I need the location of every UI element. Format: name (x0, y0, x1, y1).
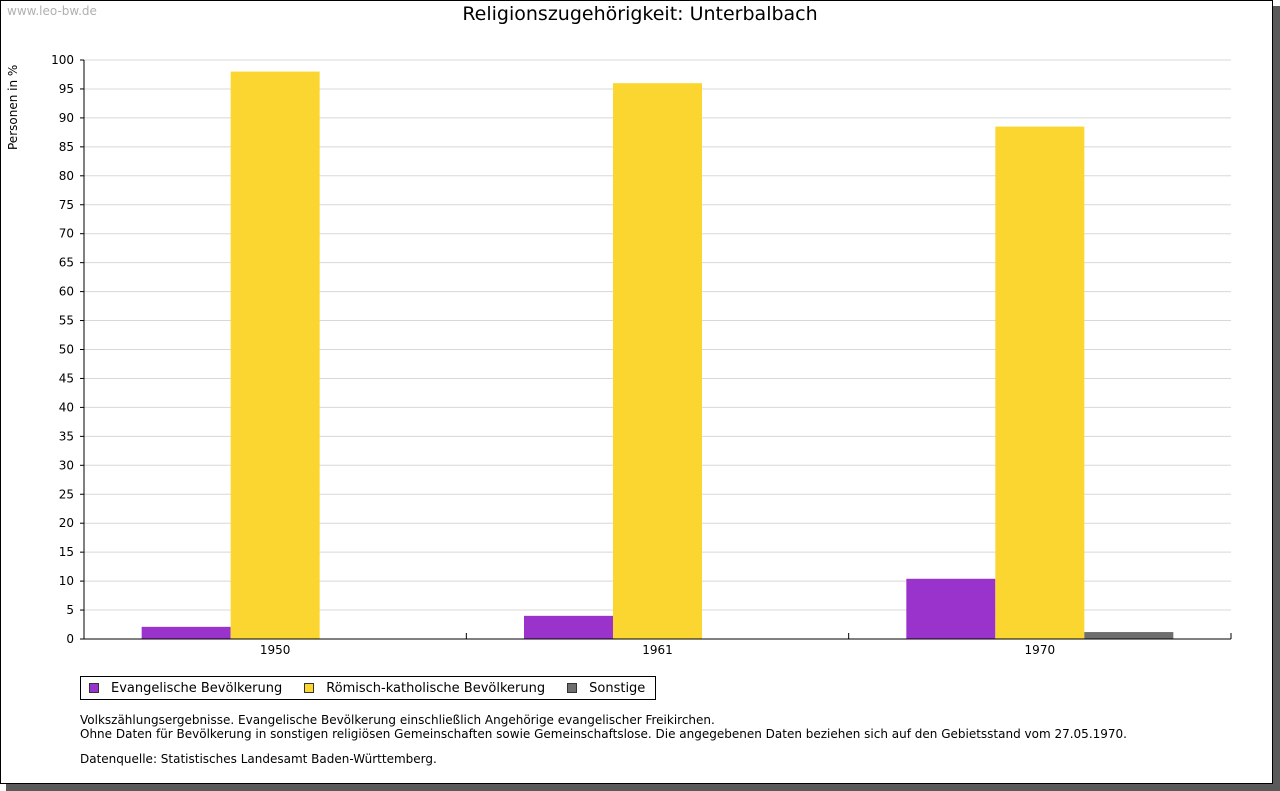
y-tick-label: 5 (66, 603, 74, 617)
y-tick-label: 45 (59, 371, 74, 385)
footnotes: Volkszählungsergebnisse. Evangelische Be… (80, 713, 1127, 741)
x-tick-label: 1970 (1025, 643, 1056, 657)
watermark: www.leo-bw.de (7, 4, 97, 18)
legend-item-evangelisch: Evangelische Bevölkerung (89, 681, 282, 696)
y-tick-label: 65 (59, 256, 74, 270)
y-tick-label: 95 (59, 82, 74, 96)
data-source: Datenquelle: Statistisches Landesamt Bad… (80, 752, 437, 766)
x-tick-label: 1950 (260, 643, 291, 657)
legend-label: Evangelische Bevölkerung (111, 680, 283, 696)
y-tick-label: 100 (51, 53, 74, 67)
legend-item-katholisch: Römisch-katholische Bevölkerung (304, 681, 545, 696)
bar-chart: 0 5 10 15 20 25 30 35 40 45 50 55 60 65 70 75 80 85 90 95 10… (6, 53, 1232, 657)
y-tick-label: 15 (59, 545, 74, 559)
bar (1084, 632, 1174, 639)
x-tick-label: 1961 (642, 643, 673, 657)
chart-title: Religionszugehörigkeit: Unterbalbach (462, 3, 818, 25)
y-tick-label: 20 (59, 516, 74, 530)
legend: Evangelische Bevölkerung Römisch-katholi… (80, 676, 657, 700)
legend-label: Römisch-katholische Bevölkerung (326, 680, 546, 696)
y-tick-label: 30 (59, 458, 74, 472)
y-tick-label: 50 (59, 343, 74, 357)
y-tick-label: 55 (59, 314, 74, 328)
y-tick-label: 40 (59, 400, 74, 414)
bar (141, 626, 231, 639)
frame-shadow-bottom (6, 784, 1280, 791)
axes (80, 59, 1232, 640)
legend-swatch (304, 683, 315, 693)
y-tick-label: 25 (59, 487, 74, 501)
bar (906, 578, 996, 639)
bar (995, 126, 1085, 639)
bar (524, 615, 613, 639)
y-tick-label: 85 (59, 140, 74, 154)
legend-swatch (89, 683, 99, 693)
footnote-line: Ohne Daten für Bevölkerung in sonstigen … (80, 727, 1127, 741)
y-tick-label: 10 (59, 574, 74, 588)
y-tick-label: 60 (59, 285, 74, 299)
y-tick-label: 90 (59, 111, 74, 125)
bar (613, 83, 702, 639)
legend-label: Sonstige (589, 680, 646, 696)
bar (230, 71, 320, 639)
bars (141, 71, 1174, 639)
y-tick-label: 80 (59, 169, 74, 183)
frame-shadow-right (1273, 6, 1280, 791)
footnote-line: Volkszählungsergebnisse. Evangelische Be… (80, 713, 715, 727)
tick-labels: 0 5 10 15 20 25 30 35 40 45 50 55 60 65 70 75 80 85 90 95 10… (51, 53, 1055, 657)
legend-swatch (567, 683, 578, 693)
y-axis-label: Personen in % (6, 65, 20, 150)
y-tick-label: 0 (66, 632, 74, 646)
y-tick-label: 35 (59, 429, 74, 443)
legend-item-sonstige: Sonstige (567, 681, 645, 696)
y-tick-label: 70 (59, 227, 74, 241)
y-tick-label: 75 (59, 198, 74, 212)
